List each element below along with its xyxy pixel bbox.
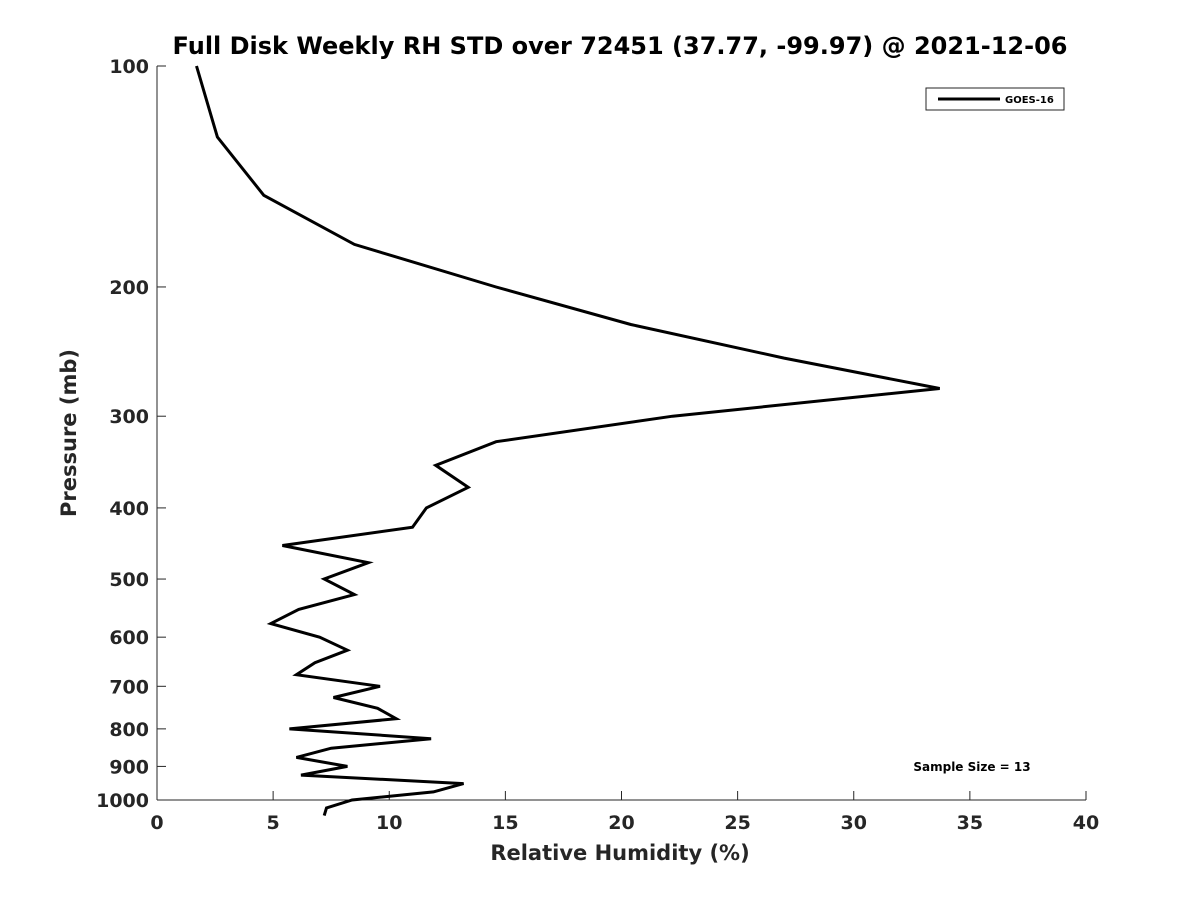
chart-title: Full Disk Weekly RH STD over 72451 (37.7… [173, 32, 1068, 60]
x-tick-label: 10 [376, 812, 402, 834]
series-lines [195, 65, 940, 817]
y-tick-label: 700 [109, 676, 149, 698]
x-tick-label: 15 [492, 812, 518, 834]
x-tick-label: 25 [724, 812, 750, 834]
y-tick-label: 800 [109, 719, 149, 741]
x-tick-label: 30 [841, 812, 867, 834]
legend-label: GOES-16 [1005, 95, 1054, 106]
sample-size-annotation: Sample Size = 13 [913, 760, 1030, 774]
legend: GOES-16 [925, 87, 1065, 111]
x-tick-label: 5 [267, 812, 280, 834]
y-tick-label: 300 [109, 406, 149, 428]
y-tick-label: 200 [109, 277, 149, 299]
x-axis-label: Relative Humidity (%) [490, 841, 749, 865]
x-tick-label: 40 [1073, 812, 1099, 834]
x-tick-label: 35 [957, 812, 983, 834]
y-tick-label: 600 [109, 627, 149, 649]
y-tick-label: 500 [109, 569, 149, 591]
y-axis-label: Pressure (mb) [57, 349, 81, 517]
y-tick-label: 900 [109, 756, 149, 778]
x-tick-label: 20 [608, 812, 634, 834]
x-tick-labels: 0 5 10 15 20 25 30 35 40 [150, 812, 1099, 834]
x-tick-label: 0 [150, 812, 163, 834]
axes [156, 65, 1087, 801]
y-tick-label: 1000 [96, 790, 149, 812]
y-tick-label: 400 [109, 498, 149, 520]
series-line [195, 65, 940, 817]
y-tick-labels: 100 200 300 400 500 600 700 800 900 1000 [96, 56, 149, 812]
y-tick-label: 100 [109, 56, 149, 78]
